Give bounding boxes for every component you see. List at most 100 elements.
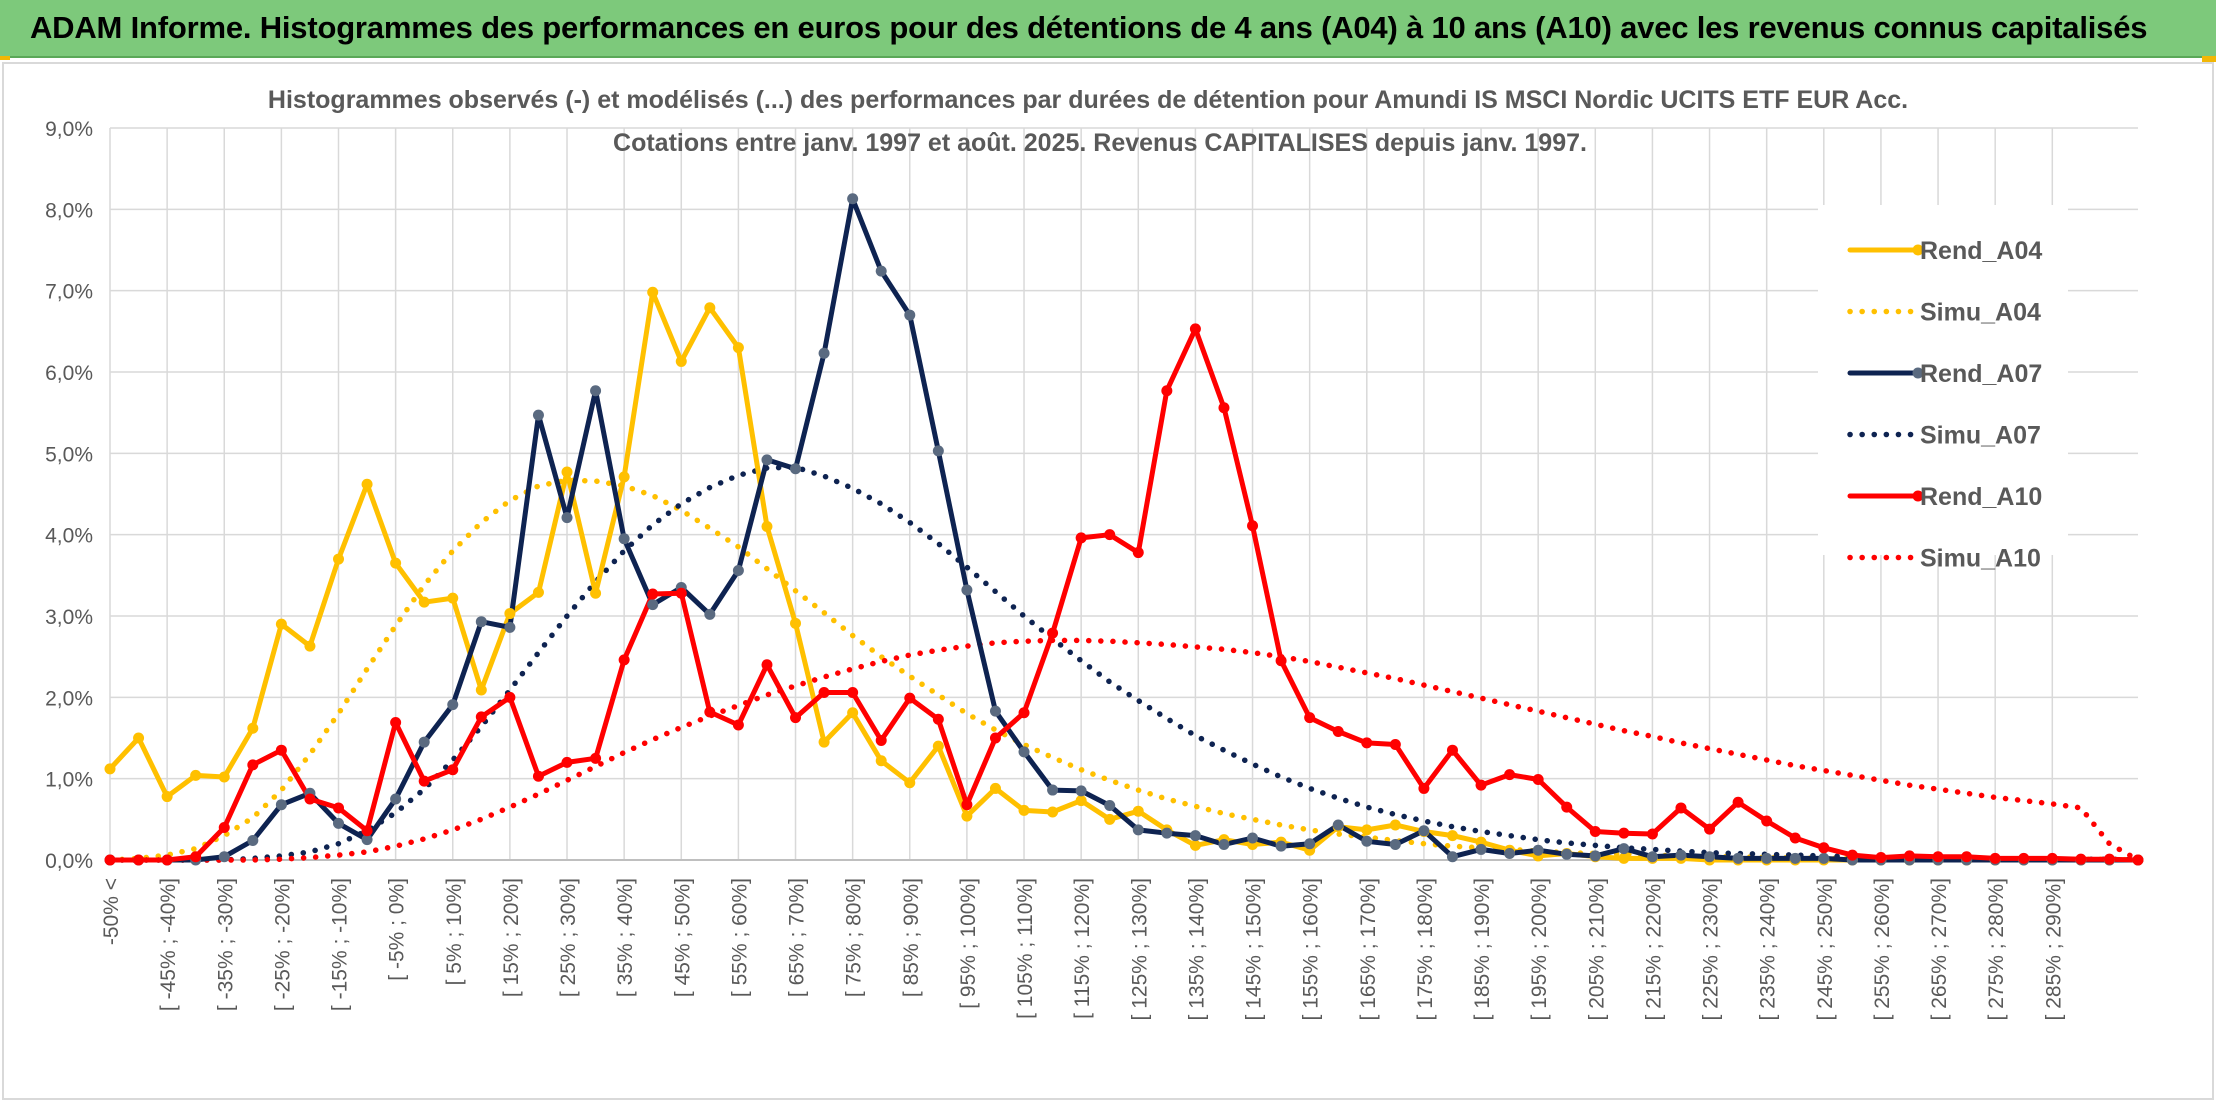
data-point-rend-a10 xyxy=(190,851,202,863)
grid-lines xyxy=(109,127,2138,861)
data-point-rend-a07 xyxy=(1675,849,1687,861)
legend-marker xyxy=(1912,490,1924,502)
x-tick-label: [ 25% ; 30%] xyxy=(557,878,580,997)
data-point-rend-a04 xyxy=(847,707,859,719)
data-point-rend-a10 xyxy=(1332,725,1344,737)
data-point-rend-a04 xyxy=(875,755,887,767)
x-tick-label: [ 175% ; 180%] xyxy=(1414,878,1437,1020)
x-tick-label: [ 265% ; 270%] xyxy=(1928,878,1951,1020)
x-tick-label: [ 245% ; 250%] xyxy=(1814,878,1837,1020)
data-point-rend-a10 xyxy=(932,713,944,725)
legend-label: Rend_A04 xyxy=(1920,237,2042,265)
data-point-rend-a04 xyxy=(133,732,145,744)
series-line-simu-a10 xyxy=(107,637,2141,863)
data-point-rend-a10 xyxy=(2132,854,2144,866)
data-point-rend-a07 xyxy=(790,463,802,475)
data-point-rend-a04 xyxy=(1075,795,1087,807)
data-point-rend-a10 xyxy=(1189,323,1201,335)
data-point-rend-a10 xyxy=(1418,782,1430,794)
data-point-rend-a10 xyxy=(761,659,773,671)
data-point-rend-a10 xyxy=(647,588,659,600)
x-tick-label: [ 205% ; 210%] xyxy=(1585,878,1608,1020)
y-tick-label: 6,0% xyxy=(45,362,93,385)
data-point-rend-a10 xyxy=(1561,801,1573,813)
data-point-rend-a04 xyxy=(447,592,459,604)
x-tick-label: [ 225% ; 230%] xyxy=(1700,878,1723,1020)
data-point-rend-a10 xyxy=(875,734,887,746)
data-point-rend-a07 xyxy=(1075,785,1087,797)
chart-legend: Rend_A04 Simu_A04 Rend_A07 Simu_A07 Rend_A10… xyxy=(1818,205,2068,573)
data-point-rend-a07 xyxy=(732,564,744,576)
x-tick-label: [ 75% ; 80%] xyxy=(843,878,866,997)
data-point-rend-a07 xyxy=(1218,839,1230,851)
x-tick-label: [ 235% ; 240%] xyxy=(1757,878,1780,1020)
data-point-rend-a04 xyxy=(161,791,173,803)
x-tick-label: [ 135% ; 140%] xyxy=(1185,878,1208,1020)
data-point-rend-a10 xyxy=(418,775,430,787)
data-point-rend-a04 xyxy=(1018,804,1030,816)
data-point-rend-a04 xyxy=(1446,830,1458,842)
data-point-rend-a10 xyxy=(333,802,345,814)
data-point-rend-a10 xyxy=(818,686,830,698)
data-point-rend-a07 xyxy=(561,512,573,524)
corner-accent-right xyxy=(2202,56,2216,62)
data-point-rend-a10 xyxy=(675,587,687,599)
data-point-rend-a07 xyxy=(761,454,773,466)
x-tick-label: [ -5% ; 0%] xyxy=(386,878,409,981)
data-point-rend-a07 xyxy=(1389,839,1401,851)
data-point-rend-a10 xyxy=(161,854,173,866)
data-point-rend-a04 xyxy=(504,608,516,620)
data-point-rend-a10 xyxy=(1903,850,1915,862)
data-point-rend-a04 xyxy=(1104,813,1116,825)
y-tick-label: 3,0% xyxy=(45,606,93,629)
data-point-rend-a10 xyxy=(532,770,544,782)
data-point-rend-a07 xyxy=(1132,824,1144,836)
x-tick-label: [ 55% ; 60%] xyxy=(728,878,751,997)
data-point-rend-a04 xyxy=(1361,824,1373,836)
data-point-rend-a10 xyxy=(104,854,116,866)
legend-label: Rend_A07 xyxy=(1920,360,2042,388)
x-tick-label: [ 275% ; 280%] xyxy=(1985,878,2008,1020)
x-tick-label: [ -25% ; -20%] xyxy=(271,878,294,1011)
x-tick-label: [ 155% ; 160%] xyxy=(1300,878,1323,1020)
x-tick-label: [ 145% ; 150%] xyxy=(1243,878,1266,1020)
x-tick-label: [ 105% ; 110%] xyxy=(1014,878,1037,1019)
x-tick-label: [ -45% ; -40%] xyxy=(157,878,180,1011)
data-point-rend-a10 xyxy=(904,692,916,704)
x-tick-label: [ -35% ; -30%] xyxy=(214,878,237,1011)
data-point-rend-a10 xyxy=(618,654,630,666)
series-line-simu-a07 xyxy=(107,464,2141,863)
data-point-rend-a10 xyxy=(1389,739,1401,751)
data-point-rend-a10 xyxy=(704,706,716,718)
legend-label: Simu_A04 xyxy=(1920,299,2041,327)
data-point-rend-a04 xyxy=(790,617,802,629)
histogram-line-chart: 0,0% 1,0% 2,0% 3,0% 4,0% 5,0% 6,0% 7,0% 8,0% 9,0%… xyxy=(2,62,2214,1100)
series-markers xyxy=(104,193,2144,866)
data-point-rend-a04 xyxy=(904,777,916,789)
data-point-rend-a10 xyxy=(475,711,487,723)
x-tick-label: [ 165% ; 170%] xyxy=(1357,878,1380,1020)
data-point-rend-a07 xyxy=(532,409,544,421)
data-point-rend-a10 xyxy=(1589,826,1601,838)
data-point-rend-a04 xyxy=(190,769,202,781)
data-point-rend-a10 xyxy=(361,825,373,837)
data-point-rend-a10 xyxy=(247,759,259,771)
data-point-rend-a10 xyxy=(2075,853,2087,865)
plot-frame xyxy=(2,62,2214,1100)
data-point-rend-a04 xyxy=(818,736,830,748)
data-point-rend-a07 xyxy=(1818,852,1830,864)
data-point-rend-a07 xyxy=(333,817,345,829)
x-tick-label: [ 255% ; 260%] xyxy=(1871,878,1894,1020)
x-tick-label: [ 85% ; 90%] xyxy=(900,878,923,997)
data-point-rend-a10 xyxy=(590,752,602,764)
y-tick-label: 8,0% xyxy=(45,199,93,222)
y-tick-label: 2,0% xyxy=(45,687,93,710)
data-point-rend-a10 xyxy=(1161,385,1173,397)
x-tick-label: [ 215% ; 220%] xyxy=(1642,878,1665,1020)
data-point-rend-a07 xyxy=(504,621,516,633)
data-point-rend-a07 xyxy=(818,347,830,359)
data-point-rend-a07 xyxy=(1704,851,1716,863)
x-tick-label: [ -15% ; -10%] xyxy=(329,878,352,1011)
y-tick-label: 0,0% xyxy=(45,850,93,873)
data-point-rend-a10 xyxy=(218,821,230,833)
